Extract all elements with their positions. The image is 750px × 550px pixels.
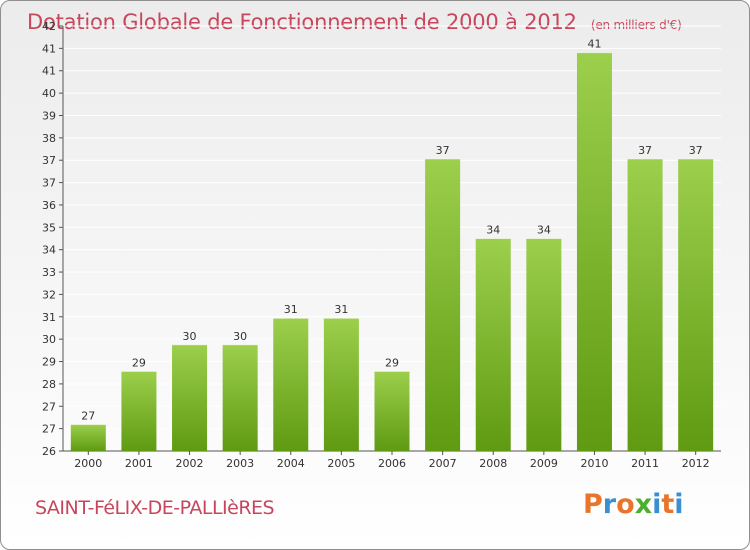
data-label: 30 bbox=[183, 330, 197, 343]
y-tick-label: 41 bbox=[42, 65, 56, 78]
data-label: 37 bbox=[436, 144, 450, 157]
bar bbox=[70, 424, 106, 451]
data-label: 27 bbox=[81, 409, 95, 422]
x-tick-label: 2009 bbox=[530, 457, 558, 470]
bar bbox=[475, 238, 511, 451]
y-tick-label: 27 bbox=[42, 400, 56, 413]
logo-letter: P bbox=[583, 489, 603, 520]
y-tick-label: 36 bbox=[42, 199, 56, 212]
data-label: 31 bbox=[334, 303, 348, 316]
y-tick-label: 39 bbox=[42, 109, 56, 122]
bar bbox=[627, 158, 663, 451]
x-tick-label: 2004 bbox=[277, 457, 305, 470]
y-tick-label: 33 bbox=[42, 266, 56, 279]
bar bbox=[273, 318, 309, 451]
bar bbox=[576, 52, 612, 451]
chart-title: Dotation Globale de Fonctionnement de 20… bbox=[27, 10, 682, 34]
y-tick-label: 30 bbox=[42, 333, 56, 346]
y-tick-label: 27 bbox=[42, 423, 56, 436]
bar bbox=[425, 158, 461, 451]
y-tick-label: 28 bbox=[42, 378, 56, 391]
x-tick-label: 2008 bbox=[479, 457, 507, 470]
logo-letter: r bbox=[602, 489, 617, 520]
x-tick-label: 2012 bbox=[682, 457, 710, 470]
bar bbox=[323, 318, 359, 451]
y-tick-label: 32 bbox=[42, 288, 56, 301]
x-tick-label: 2007 bbox=[429, 457, 457, 470]
data-label: 37 bbox=[638, 144, 652, 157]
chart-unit: (en milliers d'€) bbox=[590, 18, 682, 32]
x-tick-label: 2000 bbox=[74, 457, 102, 470]
bar bbox=[172, 344, 208, 451]
data-label: 37 bbox=[689, 144, 703, 157]
logo-letter: i bbox=[674, 489, 684, 520]
data-label: 34 bbox=[486, 224, 500, 237]
bar bbox=[121, 371, 157, 451]
data-label: 29 bbox=[132, 356, 146, 369]
y-tick-label: 35 bbox=[42, 221, 56, 234]
y-tick-label: 41 bbox=[42, 42, 56, 55]
logo-letter: t bbox=[661, 489, 675, 520]
x-tick-label: 2011 bbox=[631, 457, 659, 470]
bar bbox=[374, 371, 410, 451]
bar bbox=[526, 238, 562, 451]
data-label: 30 bbox=[233, 330, 247, 343]
bar bbox=[222, 344, 258, 451]
data-label: 34 bbox=[537, 224, 551, 237]
logo-letter: o bbox=[616, 489, 635, 520]
x-tick-label: 2005 bbox=[327, 457, 355, 470]
proxiti-logo: Proxiti bbox=[583, 489, 684, 520]
logo-letter: x bbox=[634, 489, 653, 520]
bar bbox=[678, 158, 714, 451]
y-tick-label: 26 bbox=[42, 445, 56, 458]
commune-name: SAINT-FéLIX-DE-PALLIèRES bbox=[35, 497, 275, 519]
data-label: 29 bbox=[385, 356, 399, 369]
y-tick-label: 34 bbox=[42, 244, 56, 257]
y-tick-label: 31 bbox=[42, 311, 56, 324]
y-tick-label: 37 bbox=[42, 177, 56, 190]
data-label: 31 bbox=[284, 303, 298, 316]
y-tick-label: 42 bbox=[42, 20, 56, 33]
chart-title-text: Dotation Globale de Fonctionnement de 20… bbox=[27, 10, 577, 34]
x-tick-label: 2003 bbox=[226, 457, 254, 470]
logo-letter: i bbox=[652, 489, 662, 520]
x-tick-label: 2001 bbox=[125, 457, 153, 470]
data-label: 41 bbox=[587, 38, 601, 51]
y-tick-label: 29 bbox=[42, 356, 56, 369]
y-tick-label: 37 bbox=[42, 154, 56, 167]
y-tick-label: 38 bbox=[42, 132, 56, 145]
x-tick-label: 2002 bbox=[176, 457, 204, 470]
y-tick-label: 40 bbox=[42, 87, 56, 100]
x-tick-label: 2006 bbox=[378, 457, 406, 470]
x-tick-label: 2010 bbox=[580, 457, 608, 470]
